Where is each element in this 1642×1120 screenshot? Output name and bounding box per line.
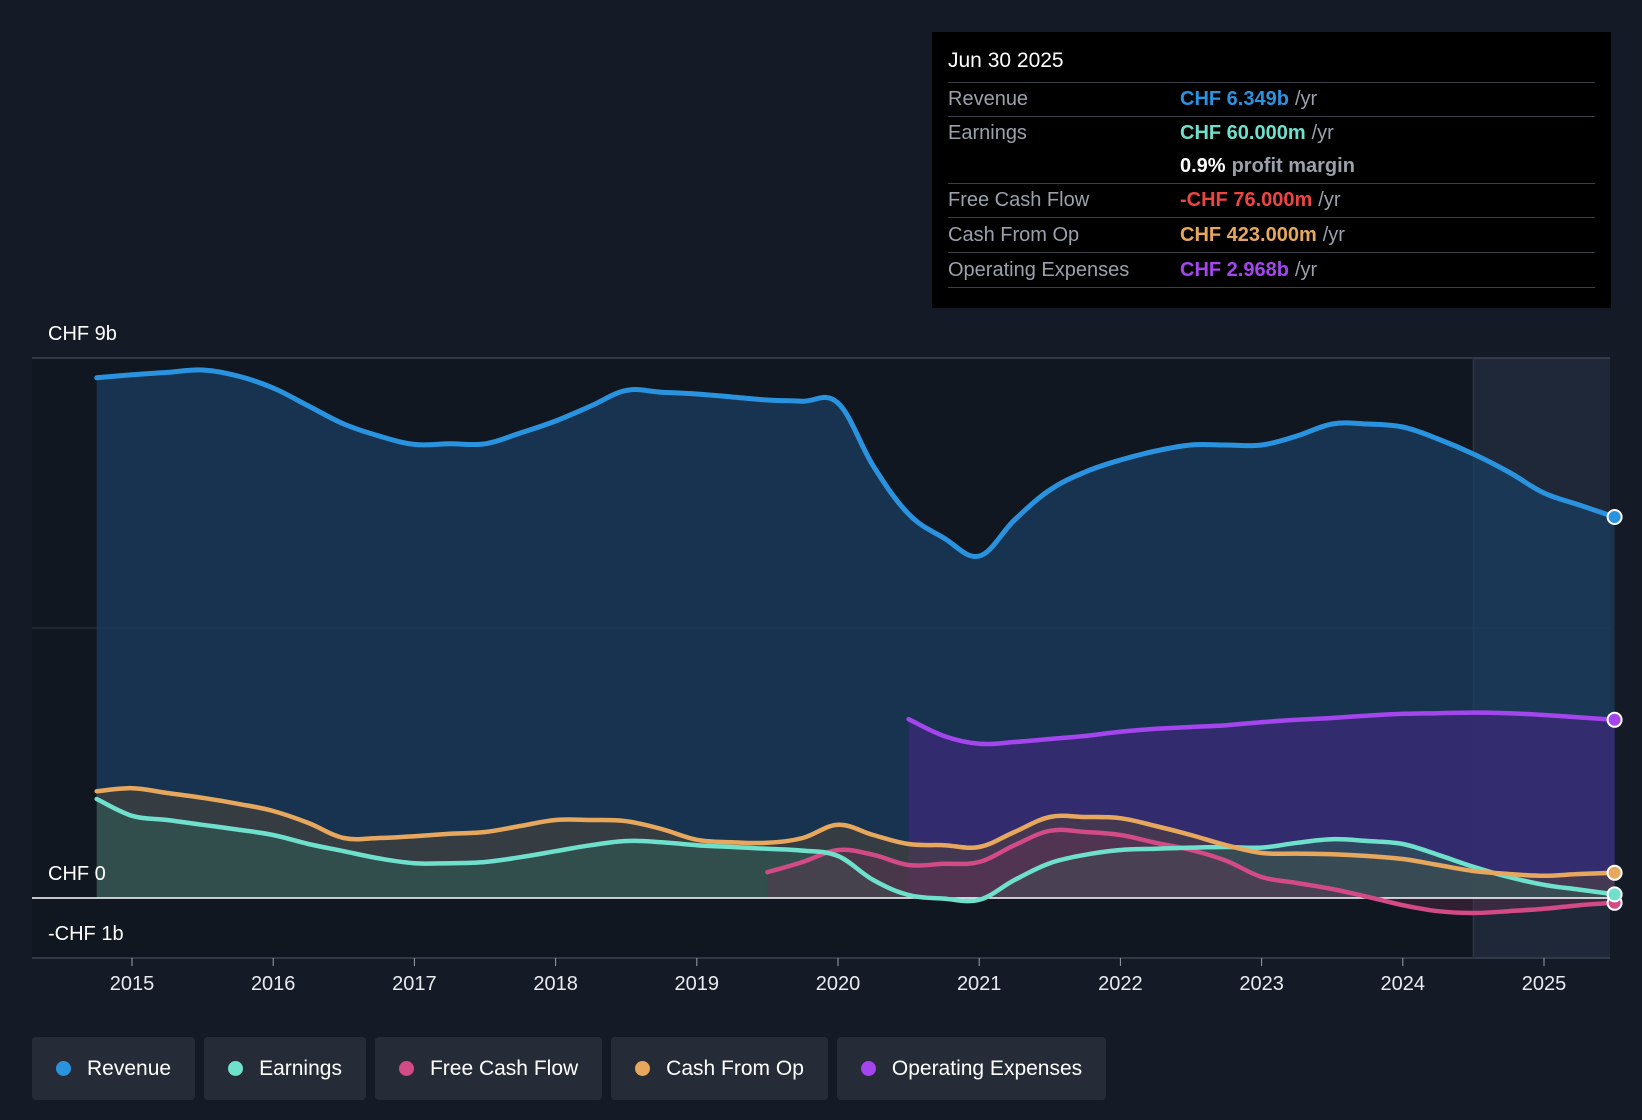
tooltip-label: Revenue [948,88,1029,110]
y-label-zero: CHF 0 [48,863,106,885]
endpoint-earnings [1606,886,1623,903]
dot-icon [860,1061,876,1076]
x-tick-label: 2018 [533,973,578,995]
tooltip-value: CHF 6.349b [1180,88,1289,110]
endpoint-cash-from-op [1606,864,1623,881]
tooltip-label: Cash From Op [948,224,1080,246]
tooltip-value: CHF 423.000m [1180,224,1317,246]
tooltip-unit: /yr [1322,224,1345,246]
tooltip-row-operating-expenses: Operating Expenses CHF 2.968b /yr [948,253,1595,288]
dot-icon [635,1061,651,1076]
tooltip-unit: /yr [1311,122,1334,144]
area-operating-expenses [908,712,1615,898]
legend-item-cash-from-op[interactable]: Cash From Op [611,1037,828,1100]
legend-item-operating-expenses[interactable]: Operating Expenses [836,1037,1107,1100]
tooltip-unit: /yr [1294,259,1318,281]
legend-label: Free Cash Flow [429,1056,579,1080]
y-label-bottom: -CHF 1b [48,923,124,945]
legend-label: Earnings [259,1056,342,1080]
area-free-cash-flow [767,829,1615,913]
x-tick-label: 2025 [1522,973,1567,995]
tooltip-row-earnings: Earnings CHF 60.000m /yr [948,117,1595,150]
tooltip-date: Jun 30 2025 [948,46,1595,83]
line-free-cash-flow [765,827,1617,916]
tooltip-row-free-cash-flow: Free Cash Flow -CHF 76.000m /yr [948,184,1595,218]
legend-item-earnings[interactable]: Earnings [204,1037,366,1100]
legend-item-revenue[interactable]: Revenue [32,1037,196,1100]
tooltip-row-profit-margin: 0.9% profit margin [948,150,1595,184]
x-tick-label: 2016 [251,973,296,995]
tooltip-unit: /yr [1318,189,1341,211]
dot-icon [398,1061,414,1076]
tooltip-row-revenue: Revenue CHF 6.349b /yr [948,83,1595,117]
x-tick-label: 2024 [1381,973,1426,995]
x-tick-label: 2015 [110,973,155,995]
legend-label: Operating Expenses [891,1056,1083,1080]
dot-icon [56,1061,71,1076]
tooltip-label: Free Cash Flow [948,189,1090,211]
x-tick-label: 2021 [957,973,1002,995]
tooltip-unit: profit margin [1231,155,1355,177]
tooltip-value: CHF 60.000m [1180,122,1306,144]
legend-label: Cash From Op [666,1056,804,1080]
endpoint-operating-expenses [1606,711,1623,728]
tooltip-label: Operating Expenses [948,259,1130,281]
line-operating-expenses [906,710,1617,747]
x-tick-label: 2023 [1239,973,1284,995]
endpoint-revenue [1606,509,1623,525]
tooltip-unit: /yr [1294,88,1318,110]
data-tooltip: Jun 30 2025 Revenue CHF 6.349b /yr Earni… [932,32,1611,308]
line-earnings [94,796,1617,904]
legend-label: Revenue [87,1056,172,1080]
tooltip-value: CHF 2.968b [1180,259,1289,281]
x-tick-label: 2020 [816,973,861,995]
area-earnings [96,799,1615,902]
legend-item-free-cash-flow[interactable]: Free Cash Flow [374,1037,603,1100]
tooltip-value: -CHF 76.000m [1180,189,1313,211]
tooltip-value: 0.9% [1180,155,1226,177]
line-cash-from-op [94,785,1617,879]
y-label-top: CHF 9b [48,323,117,345]
x-tick-label: 2017 [392,973,437,995]
tooltip-label [948,150,1180,183]
line-revenue [94,367,1618,559]
dot-icon [228,1061,244,1076]
legend: Revenue Earnings Free Cash Flow Cash Fro… [32,1037,1107,1100]
x-tick-label: 2022 [1098,973,1143,995]
tooltip-label: Earnings [948,122,1027,144]
x-tick-label: 2019 [675,973,720,995]
tooltip-row-cash-from-op: Cash From Op CHF 423.000m /yr [948,218,1595,253]
